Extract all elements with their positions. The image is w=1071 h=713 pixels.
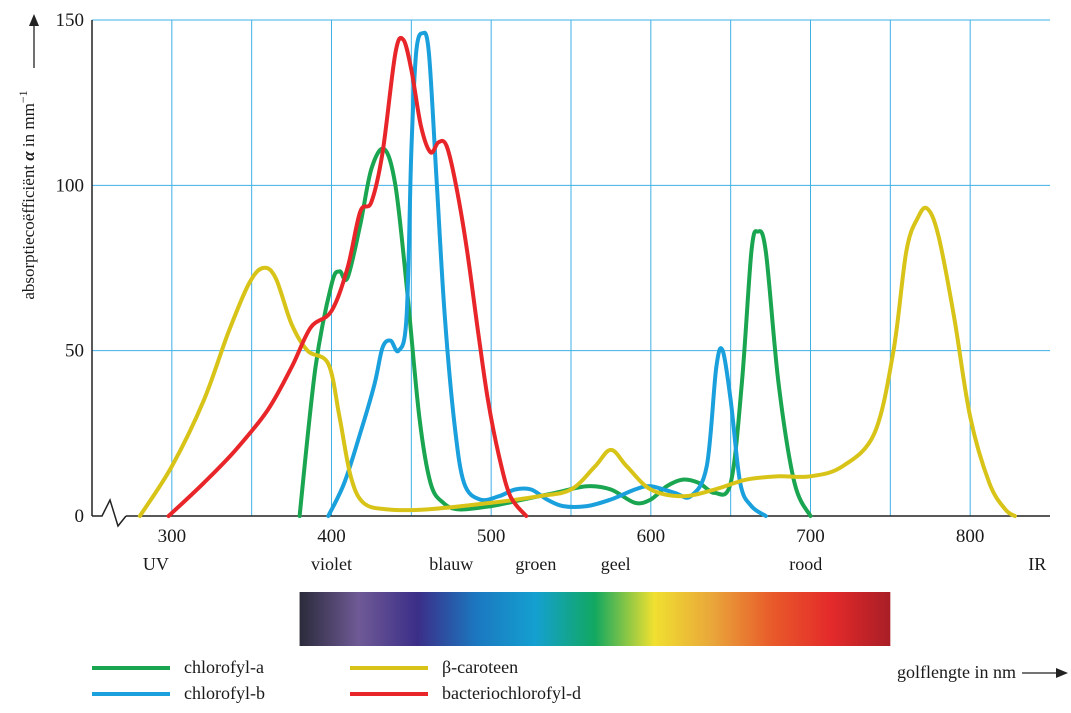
y-axis-label-text: absorptiecoëfficiënt bbox=[19, 161, 38, 300]
y-tick-label: 150 bbox=[56, 10, 85, 31]
series-line-chlorofyl-b bbox=[326, 30, 768, 518]
x-tick-labels: 300 400 500 600 700 800 bbox=[158, 526, 985, 547]
y-axis-label-unit: in mm bbox=[19, 103, 38, 151]
legend-label: chlorofyl-b bbox=[184, 683, 265, 703]
spectrum-band-label: IR bbox=[1028, 554, 1046, 574]
legend-label: β-caroteen bbox=[442, 657, 518, 677]
y-axis-label: absorptiecoëfficiënt α in mm−1 bbox=[16, 90, 38, 299]
x-tick-label: 400 bbox=[317, 526, 346, 547]
series-line-chlorofyl-a bbox=[297, 146, 813, 518]
spectrum-band-labels: UV violet blauw groen geel rood IR bbox=[143, 554, 1046, 574]
spectrum-band-label: groen bbox=[515, 554, 556, 574]
series-line-caroteen bbox=[137, 205, 1017, 518]
visible-spectrum-bar bbox=[299, 592, 891, 646]
y-axis-label-exponent: −1 bbox=[16, 90, 30, 103]
spectrum-band-label: rood bbox=[789, 554, 822, 574]
x-tick-label: 800 bbox=[956, 526, 985, 547]
y-tick-label: 0 bbox=[75, 506, 85, 527]
y-tick-label: 100 bbox=[56, 175, 85, 196]
y-axis-arrow-head bbox=[29, 14, 39, 26]
y-axis-label-symbol: α bbox=[19, 151, 38, 161]
grid bbox=[92, 19, 1050, 516]
axes bbox=[91, 20, 1050, 528]
x-tick-label: 700 bbox=[796, 526, 825, 547]
legend: chlorofyl-a chlorofyl-b β-caroteen bacterio… bbox=[92, 657, 581, 703]
legend-label: bacteriochlorofyl-d bbox=[442, 683, 581, 703]
y-tick-label: 50 bbox=[65, 341, 84, 362]
spectrum-band-label: blauw bbox=[429, 554, 473, 574]
x-axis-label: golflengte in nm bbox=[897, 662, 1016, 682]
x-tick-label: 500 bbox=[477, 526, 506, 547]
spectrum-band-label: violet bbox=[311, 554, 352, 574]
y-tick-labels: 0 50 100 150 bbox=[56, 10, 85, 527]
axis-break-mark bbox=[92, 497, 127, 528]
series-lines bbox=[137, 30, 1017, 518]
spectrum-band-label: geel bbox=[601, 554, 631, 574]
x-tick-label: 600 bbox=[637, 526, 666, 547]
x-axis-arrow-head bbox=[1056, 668, 1068, 678]
spectrum-band-label: UV bbox=[143, 554, 169, 574]
series-line-bacteriochlorofyl-d bbox=[166, 35, 529, 518]
legend-label: chlorofyl-a bbox=[184, 657, 264, 677]
x-tick-label: 300 bbox=[158, 526, 187, 547]
